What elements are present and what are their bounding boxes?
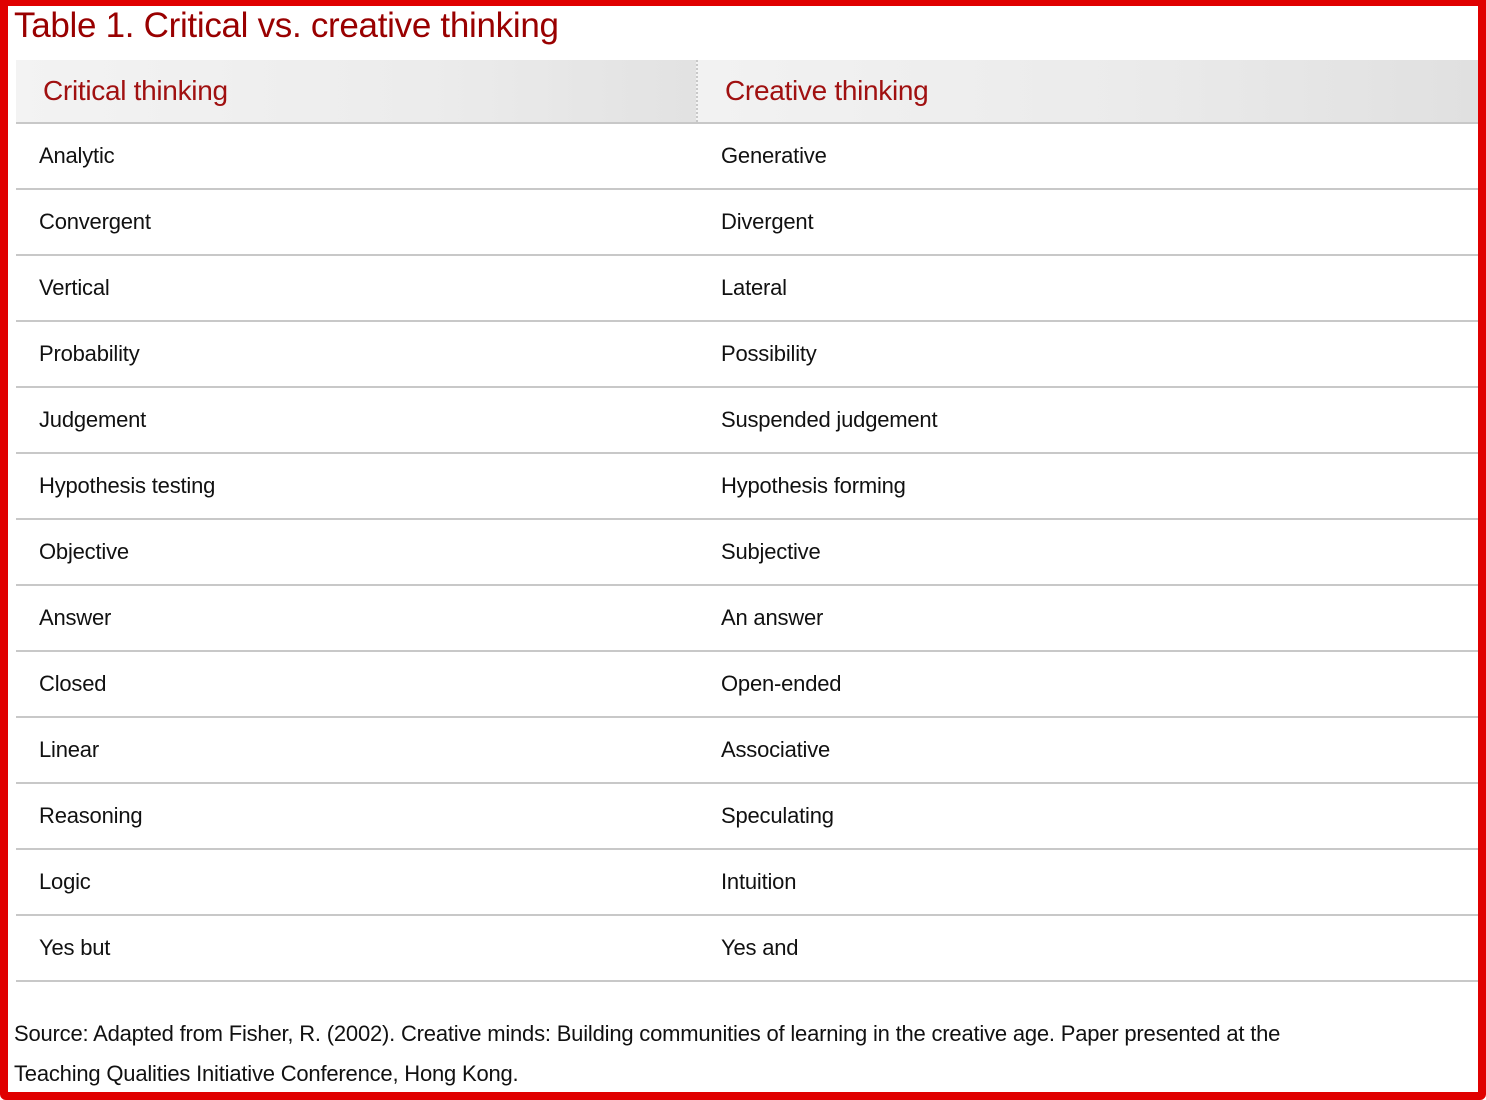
table-row: Logic Intuition: [16, 850, 1478, 916]
comparison-table: Critical thinking Creative thinking Anal…: [16, 60, 1478, 982]
cell-creative: Subjective: [721, 539, 821, 564]
source-citation: Source: Adapted from Fisher, R. (2002). …: [14, 1014, 1474, 1094]
cell-creative: An answer: [721, 605, 824, 630]
cell-critical: Vertical: [39, 275, 110, 300]
cell-creative: Speculating: [721, 803, 834, 828]
table-header-row: Critical thinking Creative thinking: [16, 60, 1478, 124]
table-row: Probability Possibility: [16, 322, 1478, 388]
cell-creative: Possibility: [721, 341, 817, 366]
cell-creative: Associative: [721, 737, 831, 762]
table-row: Objective Subjective: [16, 520, 1478, 586]
table-row: Closed Open-ended: [16, 652, 1478, 718]
table-row: Linear Associative: [16, 718, 1478, 784]
table-title: Table 1. Critical vs. creative thinking: [14, 6, 559, 45]
cell-critical: Yes but: [39, 935, 111, 960]
cell-critical: Convergent: [39, 209, 151, 234]
column-header-creative-thinking: Creative thinking: [698, 60, 1478, 122]
cell-creative: Generative: [721, 143, 827, 168]
table-row: Convergent Divergent: [16, 190, 1478, 256]
cell-critical: Analytic: [39, 143, 115, 168]
cell-critical: Logic: [39, 869, 91, 894]
cell-critical: Probability: [39, 341, 140, 366]
cell-creative: Suspended judgement: [721, 407, 938, 432]
cell-critical: Reasoning: [39, 803, 143, 828]
source-line-1: Source: Adapted from Fisher, R. (2002). …: [14, 1021, 1281, 1046]
cell-critical: Hypothesis testing: [39, 473, 216, 498]
source-line-2: Teaching Qualities Initiative Conference…: [14, 1061, 519, 1086]
cell-creative: Hypothesis forming: [721, 473, 906, 498]
table-row: Judgement Suspended judgement: [16, 388, 1478, 454]
table-row: Answer An answer: [16, 586, 1478, 652]
table-row: Yes but Yes and: [16, 916, 1478, 982]
column-header-critical-thinking: Critical thinking: [16, 60, 698, 122]
table-row: Hypothesis testing Hypothesis forming: [16, 454, 1478, 520]
cell-creative: Open-ended: [721, 671, 842, 696]
cell-critical: Judgement: [39, 407, 147, 432]
cell-creative: Divergent: [721, 209, 814, 234]
cell-creative: Lateral: [721, 275, 787, 300]
cell-creative: Intuition: [721, 869, 797, 894]
cell-critical: Linear: [39, 737, 99, 762]
table-row: Analytic Generative: [16, 124, 1478, 190]
cell-critical: Answer: [39, 605, 112, 630]
table-row: Vertical Lateral: [16, 256, 1478, 322]
cell-critical: Closed: [39, 671, 107, 696]
cell-creative: Yes and: [721, 935, 799, 960]
cell-critical: Objective: [39, 539, 129, 564]
table-row: Reasoning Speculating: [16, 784, 1478, 850]
